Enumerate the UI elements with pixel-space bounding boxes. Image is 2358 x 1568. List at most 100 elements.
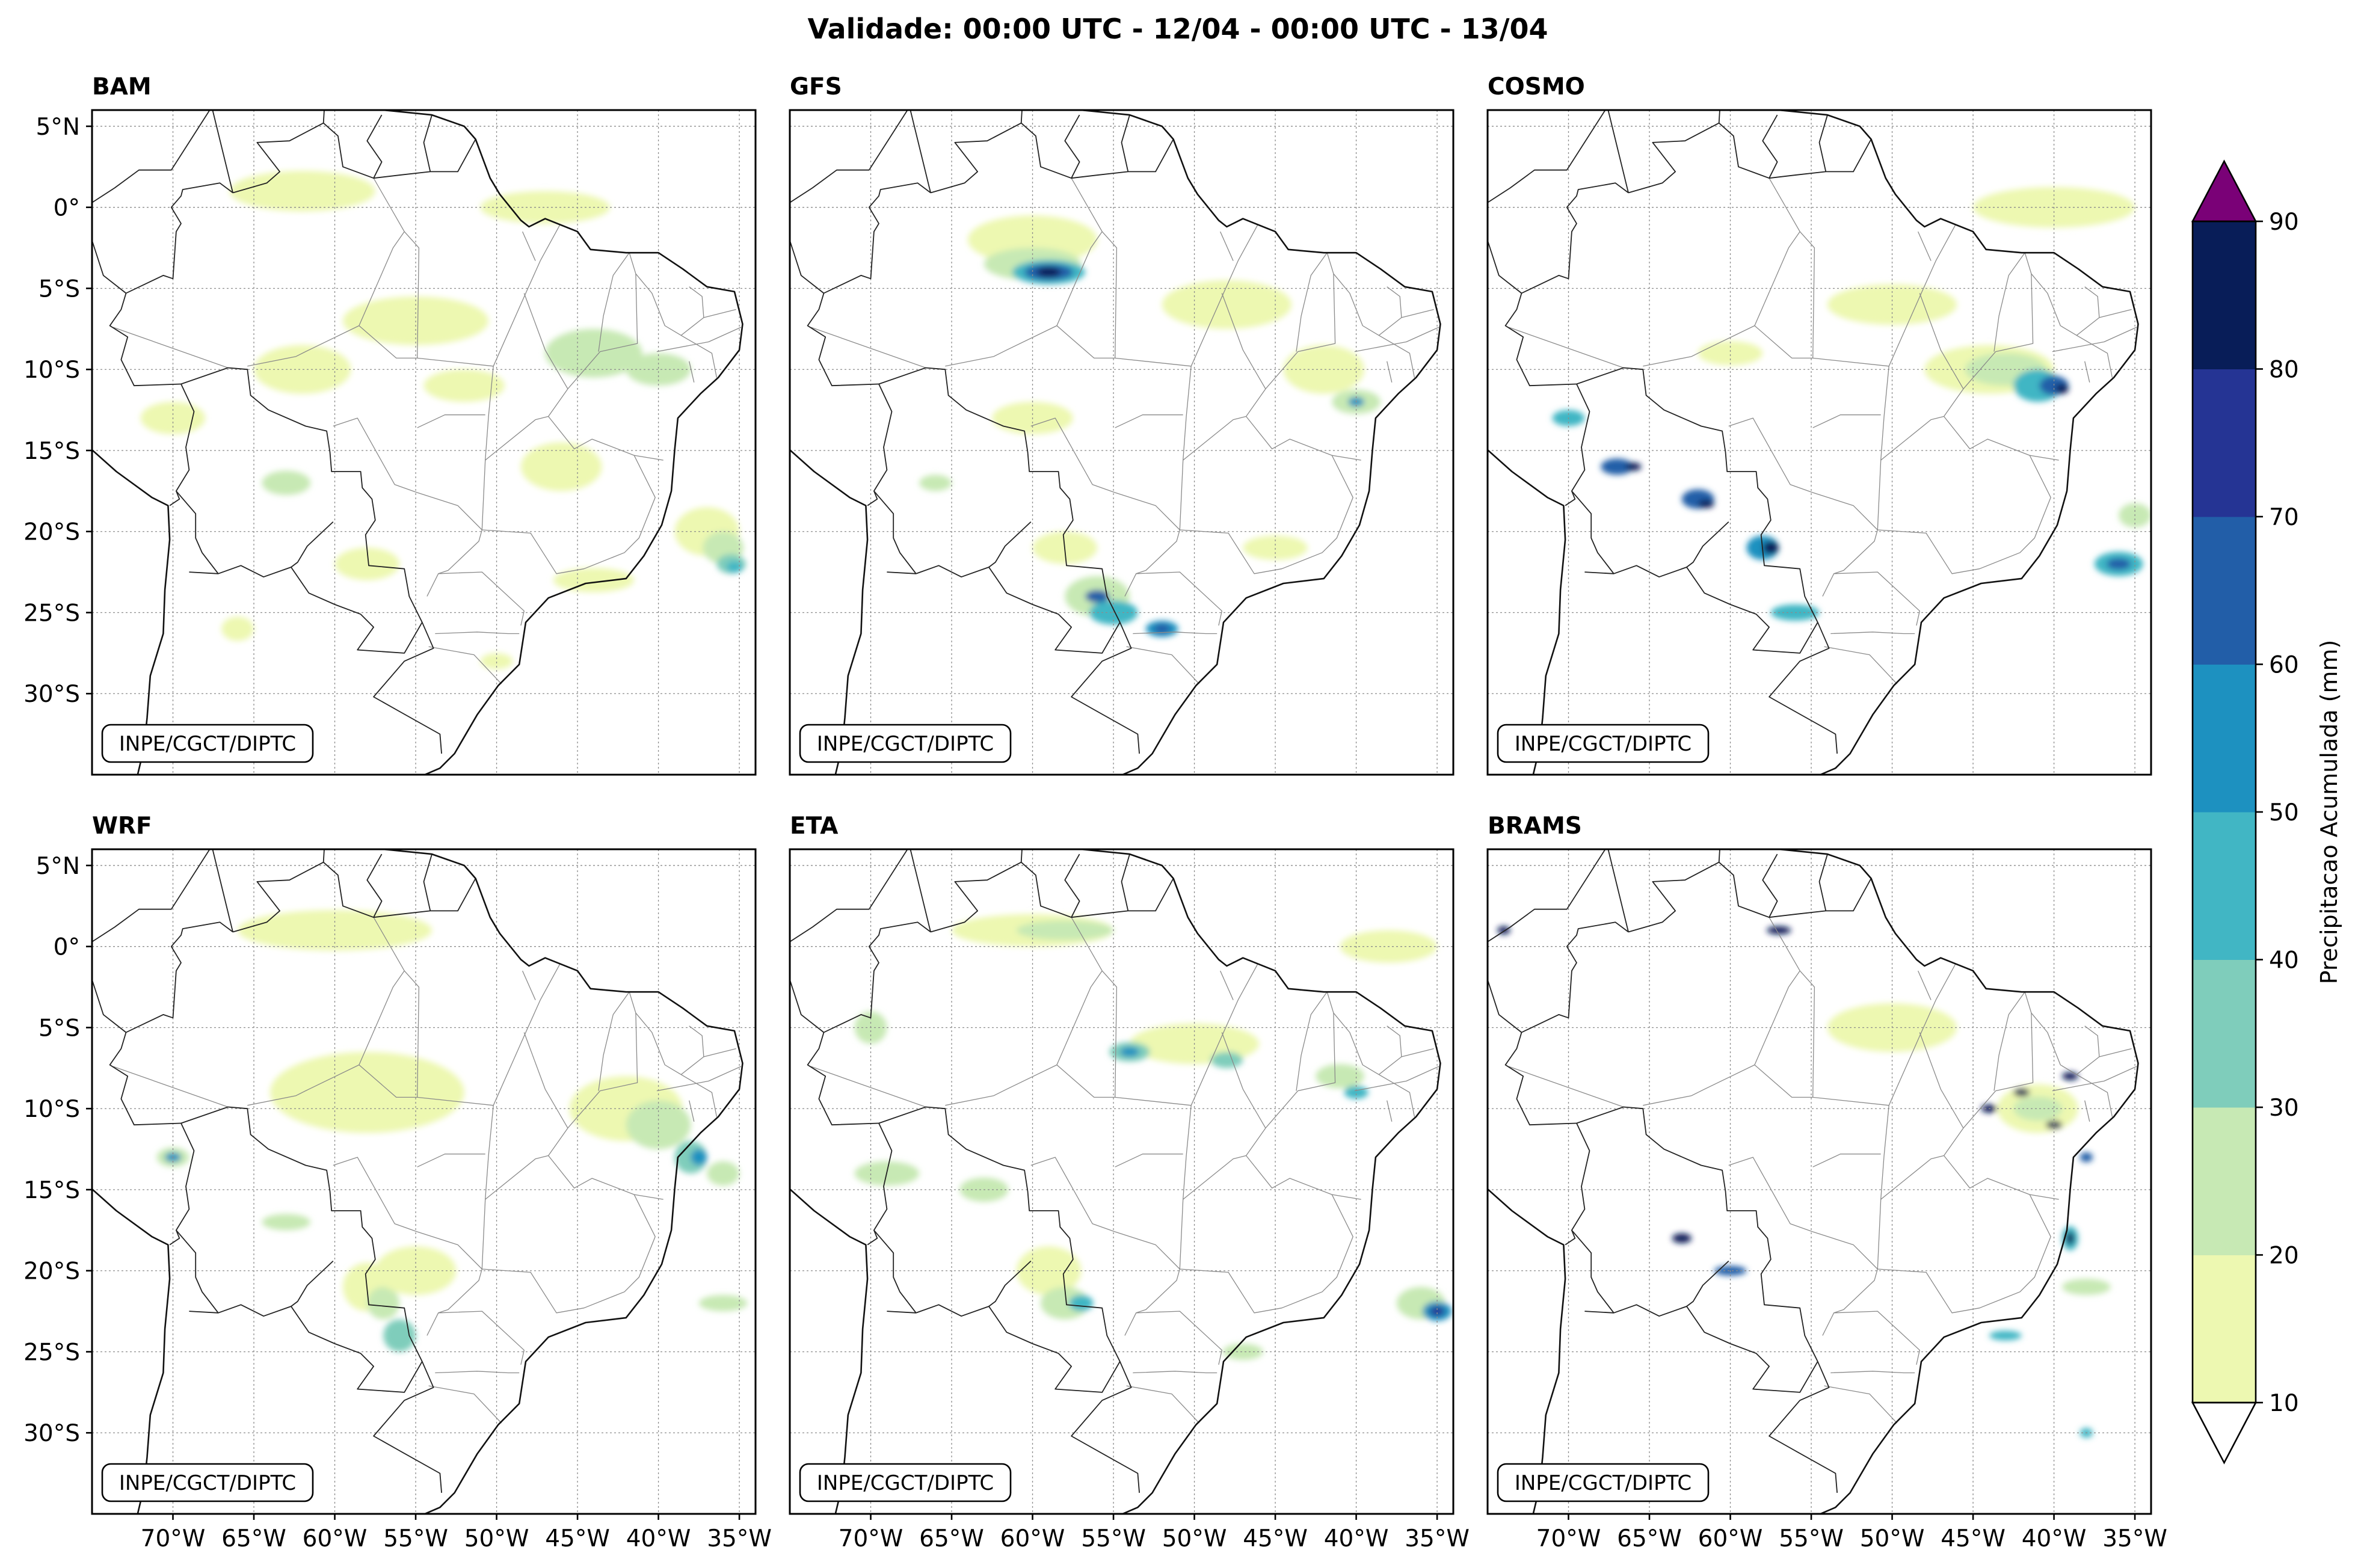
precip-field-eta xyxy=(854,914,1452,1360)
state-boundary xyxy=(1387,1100,1393,1122)
state-boundary xyxy=(1754,325,1813,359)
state-boundary xyxy=(1877,460,1882,530)
lat-tick-label: 25°S xyxy=(23,600,80,627)
precip-blob xyxy=(1989,1330,2022,1341)
country-border xyxy=(867,491,878,506)
coastline xyxy=(1488,110,2139,775)
state-boundary xyxy=(522,231,536,261)
country-border xyxy=(1504,921,1629,1126)
country-border xyxy=(807,921,931,1126)
lon-tick-label: 65°W xyxy=(919,1525,984,1552)
state-boundary xyxy=(1115,492,1180,530)
state-boundary xyxy=(247,325,360,367)
country-border xyxy=(1488,238,1522,294)
state-boundary xyxy=(247,1064,360,1106)
lon-tick-label: 45°W xyxy=(1941,1525,2006,1552)
state-boundary xyxy=(1179,1199,1184,1270)
country-border xyxy=(366,114,383,179)
state-boundary xyxy=(1190,225,1258,367)
country-border xyxy=(1488,849,1629,942)
country-borders xyxy=(1488,110,1872,754)
country-border xyxy=(1718,849,1720,862)
state-boundary xyxy=(548,1155,663,1200)
lon-tick-label: 60°W xyxy=(1000,1525,1065,1552)
state-boundary xyxy=(1296,252,1328,352)
country-border xyxy=(423,853,433,911)
state-boundary xyxy=(2099,1048,2132,1057)
state-boundary xyxy=(428,646,502,684)
country-border xyxy=(807,182,931,387)
state-boundary xyxy=(1056,970,1103,1065)
country-border xyxy=(169,1230,180,1246)
precip-blob xyxy=(1601,458,1634,475)
state-boundary xyxy=(1877,455,2051,574)
state-boundary xyxy=(1220,970,1234,1000)
state-boundary xyxy=(1333,1012,1415,1117)
lon-tick-label: 65°W xyxy=(1617,1525,1682,1552)
state-boundary xyxy=(485,1105,568,1200)
state-boundary xyxy=(1812,1231,1878,1270)
state-boundary xyxy=(656,327,742,352)
lon-tick-label: 45°W xyxy=(545,1525,610,1552)
state-boundary xyxy=(548,416,663,461)
state-boundary xyxy=(567,253,638,390)
state-boundary xyxy=(703,1048,736,1057)
country-border xyxy=(322,849,325,862)
precip-blob xyxy=(2066,1232,2075,1245)
colorbar-band xyxy=(2193,959,2256,1108)
state-boundary xyxy=(689,1100,695,1122)
country-border xyxy=(232,122,324,194)
lon-tick-label: 55°W xyxy=(383,1525,448,1552)
country-border xyxy=(867,1230,878,1246)
credit-box xyxy=(799,724,1012,763)
country-border xyxy=(1488,977,1522,1033)
state-boundary xyxy=(426,529,482,597)
precip-blob xyxy=(520,442,602,491)
figure-title: Validade: 00:00 UTC - 12/04 - 00:00 UTC … xyxy=(807,13,1548,45)
state-boundary xyxy=(1056,1065,1115,1098)
state-boundary xyxy=(1880,366,1964,461)
credit-label: INPE/CGCT/DIPTC xyxy=(1515,1471,1692,1495)
colorbar-ticks: 10 20 30 40 50 60 70 80 90 xyxy=(2256,209,2299,1417)
state-boundary xyxy=(1812,414,1881,428)
precip-blob xyxy=(1344,1086,1368,1099)
state-boundary xyxy=(635,1012,718,1117)
lon-tick-label: 70°W xyxy=(1536,1525,1601,1552)
state-boundary xyxy=(426,1268,482,1336)
lat-tick-label: 25°S xyxy=(23,1339,80,1366)
lat-tick-label: 15°S xyxy=(23,438,80,465)
country-border xyxy=(887,565,990,578)
map-panel-cosmo: COSMO INPE/CGCT/DIPTC xyxy=(1486,73,2152,776)
precip-blob xyxy=(1119,1047,1140,1057)
panel-title-cosmo: COSMO xyxy=(1488,73,1585,100)
lon-tick-label: 35°W xyxy=(707,1525,772,1552)
country-border xyxy=(1718,110,1720,123)
graticule xyxy=(92,849,756,1514)
lat-tick-label: 30°S xyxy=(23,1420,80,1447)
country-border xyxy=(423,114,433,172)
lon-tick-label: 60°W xyxy=(1698,1525,1763,1552)
colorbar-tick-label: 10 xyxy=(2269,1390,2299,1417)
map-panel-eta: ETA INPE/CGCT/DIPTC xyxy=(789,813,1455,1515)
state-boundary xyxy=(1115,1154,1183,1167)
country-border xyxy=(873,384,917,574)
state-boundary xyxy=(417,414,485,428)
credit-label: INPE/CGCT/DIPTC xyxy=(1515,732,1692,756)
state-boundary xyxy=(1888,964,1956,1106)
colorbar-tick-label: 80 xyxy=(2269,357,2299,384)
state-boundary xyxy=(2031,1012,2113,1117)
country-border xyxy=(878,1106,1140,1493)
state-boundary xyxy=(333,1157,417,1232)
colorbar-tick-label: 30 xyxy=(2269,1095,2299,1122)
state-boundary xyxy=(1963,992,2034,1129)
state-boundary xyxy=(2076,286,2100,336)
state-boundary xyxy=(1824,1385,1898,1424)
precip-blob xyxy=(1036,267,1061,277)
atlantic-coastline xyxy=(1778,849,2139,1514)
precip-blob xyxy=(1767,926,1791,935)
panel-title-eta: ETA xyxy=(790,813,838,840)
state-boundary xyxy=(1220,231,1234,261)
pacific-coastline xyxy=(790,1188,869,1514)
state-boundary xyxy=(1754,231,1800,326)
state-boundary xyxy=(1918,231,1932,261)
